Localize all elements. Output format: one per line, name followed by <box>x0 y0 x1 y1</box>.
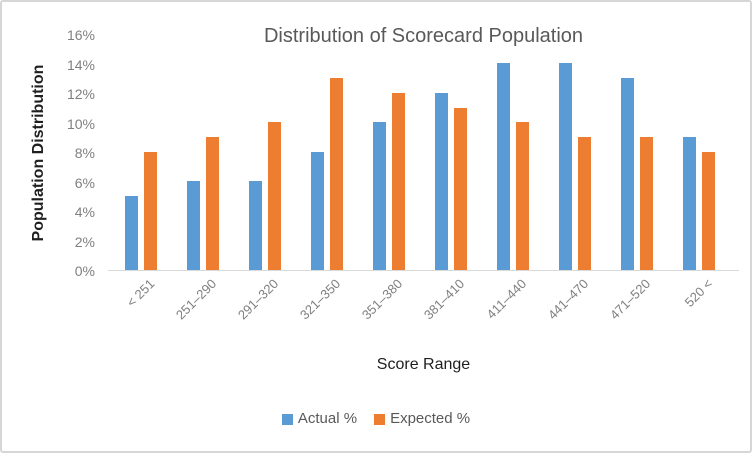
x-tick-label: < 251 <box>123 276 158 310</box>
legend-label-actual: Actual % <box>297 410 358 427</box>
bar-expected-1 <box>143 152 157 270</box>
y-axis-title: Population Distribution <box>30 64 47 242</box>
y-tick-label: 0% <box>74 263 95 279</box>
y-tick-label: 16% <box>66 27 95 43</box>
bar-actual-4 <box>311 152 324 270</box>
bar-expected-4 <box>329 78 343 270</box>
bar-actual-7 <box>497 63 510 270</box>
x-axis-title: Score Range <box>376 356 471 373</box>
bar-expected-6 <box>453 108 467 270</box>
legend-item-actual: Actual % <box>281 410 358 427</box>
bar-actual-9 <box>621 78 634 270</box>
bar-expected-8 <box>577 137 591 270</box>
legend-swatch-expected-icon <box>374 413 386 425</box>
bar-actual-6 <box>435 93 448 270</box>
plot-area <box>108 35 739 271</box>
legend-label-expected: Expected % <box>390 410 471 427</box>
x-tick-label: 291–320 <box>235 276 282 323</box>
x-tick-label: 351–380 <box>359 276 406 323</box>
bar-expected-3 <box>267 122 281 270</box>
x-tick-label: 321–350 <box>297 276 344 323</box>
y-tick-label: 6% <box>74 174 95 191</box>
x-tick-label: 251–290 <box>173 276 220 323</box>
x-tick-label: 441–470 <box>545 276 592 323</box>
y-tick-label: 4% <box>74 204 95 220</box>
chart-title: Distribution of Scorecard Population <box>263 25 584 47</box>
bar-actual-1 <box>125 196 138 270</box>
y-tick-label: 12% <box>66 86 95 102</box>
y-tick-label: 14% <box>66 56 95 73</box>
y-tick-label: 10% <box>66 115 95 132</box>
bar-actual-10 <box>683 137 696 270</box>
x-tick-label: 471–520 <box>607 276 654 323</box>
x-tick-label: 520 < <box>681 276 716 310</box>
legend-swatch-actual-icon <box>281 413 293 425</box>
y-tick-label: 8% <box>74 145 95 161</box>
bar-actual-2 <box>187 181 200 270</box>
x-tick-label: 411–440 <box>483 276 530 322</box>
bar-expected-7 <box>515 122 529 270</box>
bar-actual-5 <box>373 122 386 270</box>
bar-actual-3 <box>249 181 262 270</box>
legend: Actual % Expected % <box>2 411 750 427</box>
x-tick-label: 381–410 <box>421 276 468 323</box>
y-tick-label: 2% <box>74 233 95 250</box>
bar-expected-5 <box>391 93 405 270</box>
bar-actual-8 <box>559 63 572 270</box>
bar-expected-9 <box>639 137 653 270</box>
legend-item-expected: Expected % <box>374 411 470 427</box>
bar-expected-2 <box>205 137 219 270</box>
bar-expected-10 <box>701 152 715 270</box>
